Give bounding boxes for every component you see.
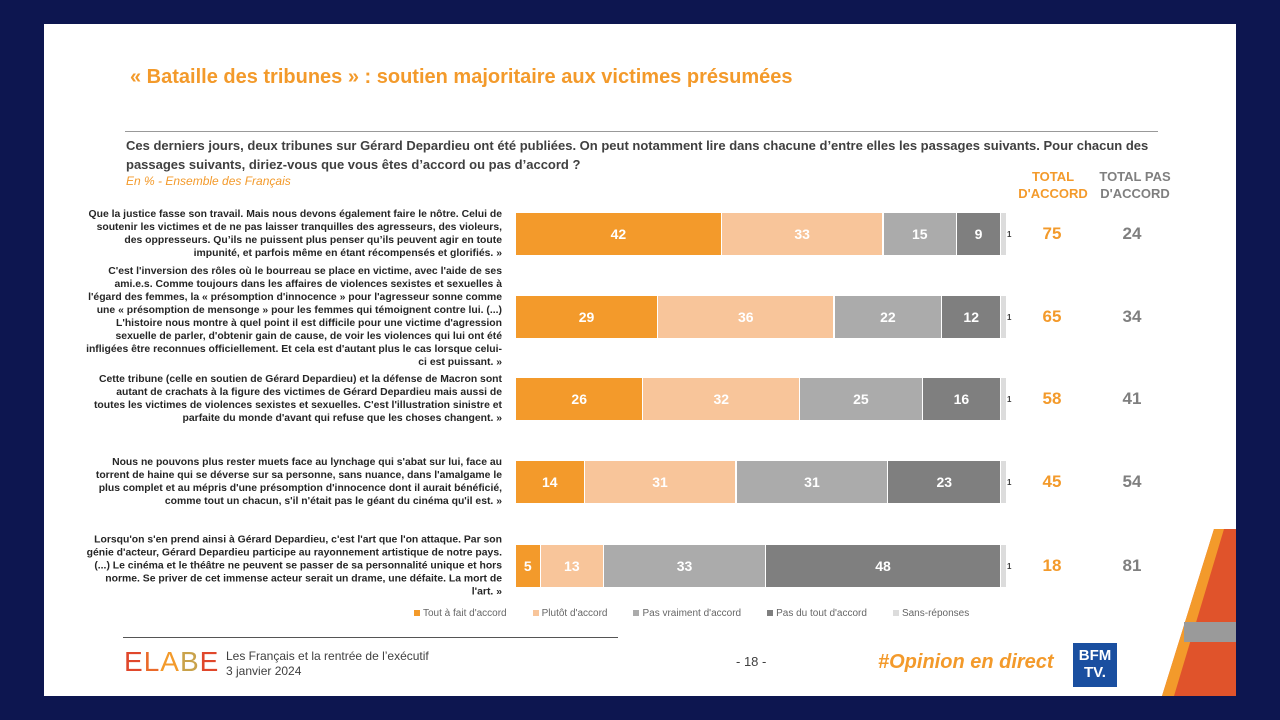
elabe-logo: ELABE <box>124 646 220 677</box>
total-pas-accord-value: 24 <box>1122 224 1142 243</box>
row-label: Lorsqu'on s'en prend ainsi à Gérard Depa… <box>86 534 502 598</box>
data-label: 33 <box>794 226 810 242</box>
study-date: 3 janvier 2024 <box>226 664 302 678</box>
legend-label: Sans-réponses <box>901 608 970 619</box>
slide: « Bataille des tribunes » : soutien majo… <box>44 24 1236 696</box>
data-label: 5 <box>523 558 532 574</box>
bar-segment: 14 <box>516 461 585 503</box>
row-label: Cette tribune (celle en soutien de Gérar… <box>93 374 502 424</box>
legend-swatch <box>633 610 640 616</box>
legend-label: Plutôt d'accord <box>541 608 608 619</box>
a-logo-graphic <box>1162 529 1236 696</box>
legend-label: Tout à fait d'accord <box>423 608 507 619</box>
bar-segment: 1 <box>1001 378 1011 420</box>
bar-segment: 13 <box>540 545 605 587</box>
legend-item: Tout à fait d'accord <box>414 608 507 619</box>
data-label: 13 <box>564 558 580 574</box>
data-label: 29 <box>578 309 595 325</box>
legend-swatch <box>414 610 420 616</box>
legend-swatch <box>892 610 899 616</box>
legend: Tout à fait d'accord Plutôt d'accord Pas v… <box>414 608 969 619</box>
legend-label: Pas du tout d'accord <box>776 608 867 619</box>
footer-study: Les Français et la rentrée de l’exécutif… <box>226 649 429 679</box>
data-label: 15 <box>911 226 928 242</box>
bar-segment: 42 <box>516 213 722 255</box>
total-pas-accord-value: 41 <box>1122 389 1142 408</box>
total-accord-value: 75 <box>1042 224 1062 243</box>
total-accord-value: 45 <box>1042 472 1062 491</box>
bar-segment: 5 <box>516 545 541 587</box>
legend-item: Plutôt d'accord <box>532 608 608 619</box>
total-accord-value: 58 <box>1042 389 1062 408</box>
data-label: 48 <box>875 558 891 574</box>
hashtag: #Opinion en direct <box>878 651 1054 673</box>
data-label: 1 <box>1006 561 1012 571</box>
divider <box>125 131 1158 132</box>
bar-segment: 16 <box>922 378 1002 420</box>
data-label: 32 <box>713 391 730 407</box>
bar-segment: 48 <box>765 545 1002 587</box>
bar-segment: 22 <box>834 296 943 338</box>
row-label: C'est l'inversion des rôles où le bourre… <box>86 266 502 368</box>
data-label: 33 <box>676 558 693 574</box>
data-label: 16 <box>953 391 970 407</box>
question-text: Ces derniers jours, deux tribunes sur Gé… <box>126 138 1149 172</box>
data-label: 12 <box>963 309 979 325</box>
data-label: 1 <box>1006 477 1012 487</box>
data-label: 1 <box>1006 229 1012 239</box>
stacked-bar-chart: Que la justice fasse son travail. Mais n… <box>44 24 1236 624</box>
bar-segment: 26 <box>516 378 644 420</box>
study-title: Les Français et la rentrée de l’exécutif <box>226 649 429 663</box>
total-accord-value: 18 <box>1042 556 1062 575</box>
header-total-pas-accord: TOTAL PAS D'ACCORD <box>1099 169 1171 201</box>
bar-segment: 15 <box>883 213 957 255</box>
data-label: 22 <box>880 309 896 325</box>
slide-title: « Bataille des tribunes » : soutien majo… <box>130 66 793 88</box>
bar-segment: 9 <box>957 213 1002 255</box>
total-pas-accord-value: 54 <box>1122 472 1142 491</box>
data-label: 25 <box>853 391 869 407</box>
legend-item: Pas du tout d'accord <box>767 608 867 619</box>
data-label: 23 <box>936 474 953 490</box>
subtitle: En % - Ensemble des Français <box>126 174 291 188</box>
bar-segment: 23 <box>888 461 1002 503</box>
bfmtv-logo: BFM TV. <box>1073 643 1117 687</box>
bar-segment: 32 <box>643 378 801 420</box>
data-label: 9 <box>974 226 983 242</box>
bar-segment: 25 <box>800 378 923 420</box>
bar-segment: 31 <box>584 461 737 503</box>
header-total-accord: TOTAL D'ACCORD <box>1018 169 1088 201</box>
data-label: 36 <box>738 309 754 325</box>
data-label: 1 <box>1006 312 1012 322</box>
data-label: 31 <box>804 474 820 490</box>
total-accord-value: 65 <box>1042 307 1062 326</box>
legend-item: Pas vraiment d'accord <box>633 608 741 619</box>
data-label: 42 <box>610 226 627 242</box>
bar-segment: 1 <box>1001 213 1011 255</box>
legend-item: Sans-réponses <box>892 608 970 619</box>
row-label: Que la justice fasse son travail. Mais n… <box>88 209 502 259</box>
data-label: 31 <box>652 474 668 490</box>
bar-segment: 33 <box>721 213 884 255</box>
bar-segment: 12 <box>942 296 1002 338</box>
bar-segment: 1 <box>1001 461 1011 503</box>
total-pas-accord-value: 34 <box>1122 307 1142 326</box>
data-label: 26 <box>571 391 587 407</box>
bar-segment: 36 <box>658 296 835 338</box>
bar-segment: 29 <box>516 296 659 338</box>
total-pas-accord-value: 81 <box>1122 556 1142 575</box>
page-number: - 18 - <box>736 654 767 669</box>
bar-segment: 1 <box>1001 545 1011 587</box>
footer-divider <box>123 637 618 638</box>
legend-swatch <box>532 610 539 616</box>
data-label: 1 <box>1006 394 1012 404</box>
bar-segment: 1 <box>1001 296 1011 338</box>
data-label: 14 <box>542 474 558 490</box>
bar-segment: 33 <box>604 545 766 587</box>
legend-label: Pas vraiment d'accord <box>642 608 742 619</box>
row-label: Nous ne pouvons plus rester muets face a… <box>95 457 502 507</box>
bar-segment: 31 <box>736 461 889 503</box>
legend-swatch <box>767 610 774 616</box>
